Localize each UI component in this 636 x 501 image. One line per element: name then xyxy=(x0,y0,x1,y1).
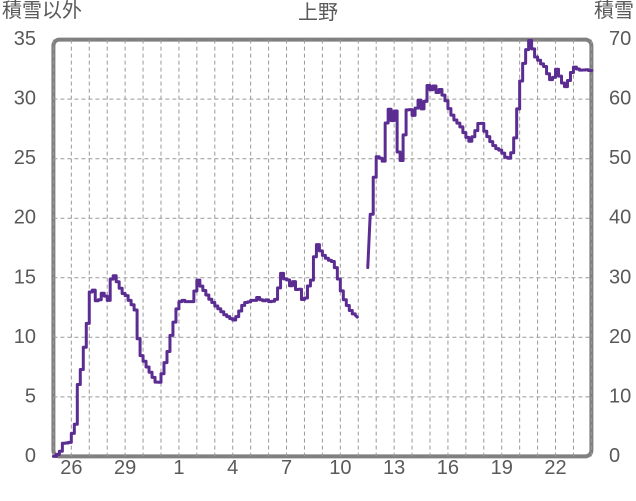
svg-text:70: 70 xyxy=(609,28,631,50)
svg-text:10: 10 xyxy=(329,457,351,479)
svg-text:10: 10 xyxy=(609,385,631,407)
svg-text:1: 1 xyxy=(173,457,184,479)
svg-text:29: 29 xyxy=(114,457,136,479)
svg-text:22: 22 xyxy=(544,457,566,479)
svg-text:4: 4 xyxy=(227,457,238,479)
svg-text:13: 13 xyxy=(383,457,405,479)
svg-text:19: 19 xyxy=(491,457,513,479)
svg-text:20: 20 xyxy=(609,326,631,348)
svg-text:25: 25 xyxy=(14,147,36,169)
svg-text:15: 15 xyxy=(14,266,36,288)
svg-text:40: 40 xyxy=(609,207,631,229)
svg-text:60: 60 xyxy=(609,88,631,110)
svg-text:7: 7 xyxy=(281,457,292,479)
svg-text:0: 0 xyxy=(609,445,620,467)
svg-text:20: 20 xyxy=(14,207,36,229)
svg-text:35: 35 xyxy=(14,28,36,50)
svg-text:50: 50 xyxy=(609,147,631,169)
svg-text:30: 30 xyxy=(609,266,631,288)
svg-text:16: 16 xyxy=(437,457,459,479)
svg-text:5: 5 xyxy=(25,385,36,407)
svg-text:26: 26 xyxy=(60,457,82,479)
svg-text:10: 10 xyxy=(14,326,36,348)
svg-text:0: 0 xyxy=(25,445,36,467)
svg-text:30: 30 xyxy=(14,88,36,110)
